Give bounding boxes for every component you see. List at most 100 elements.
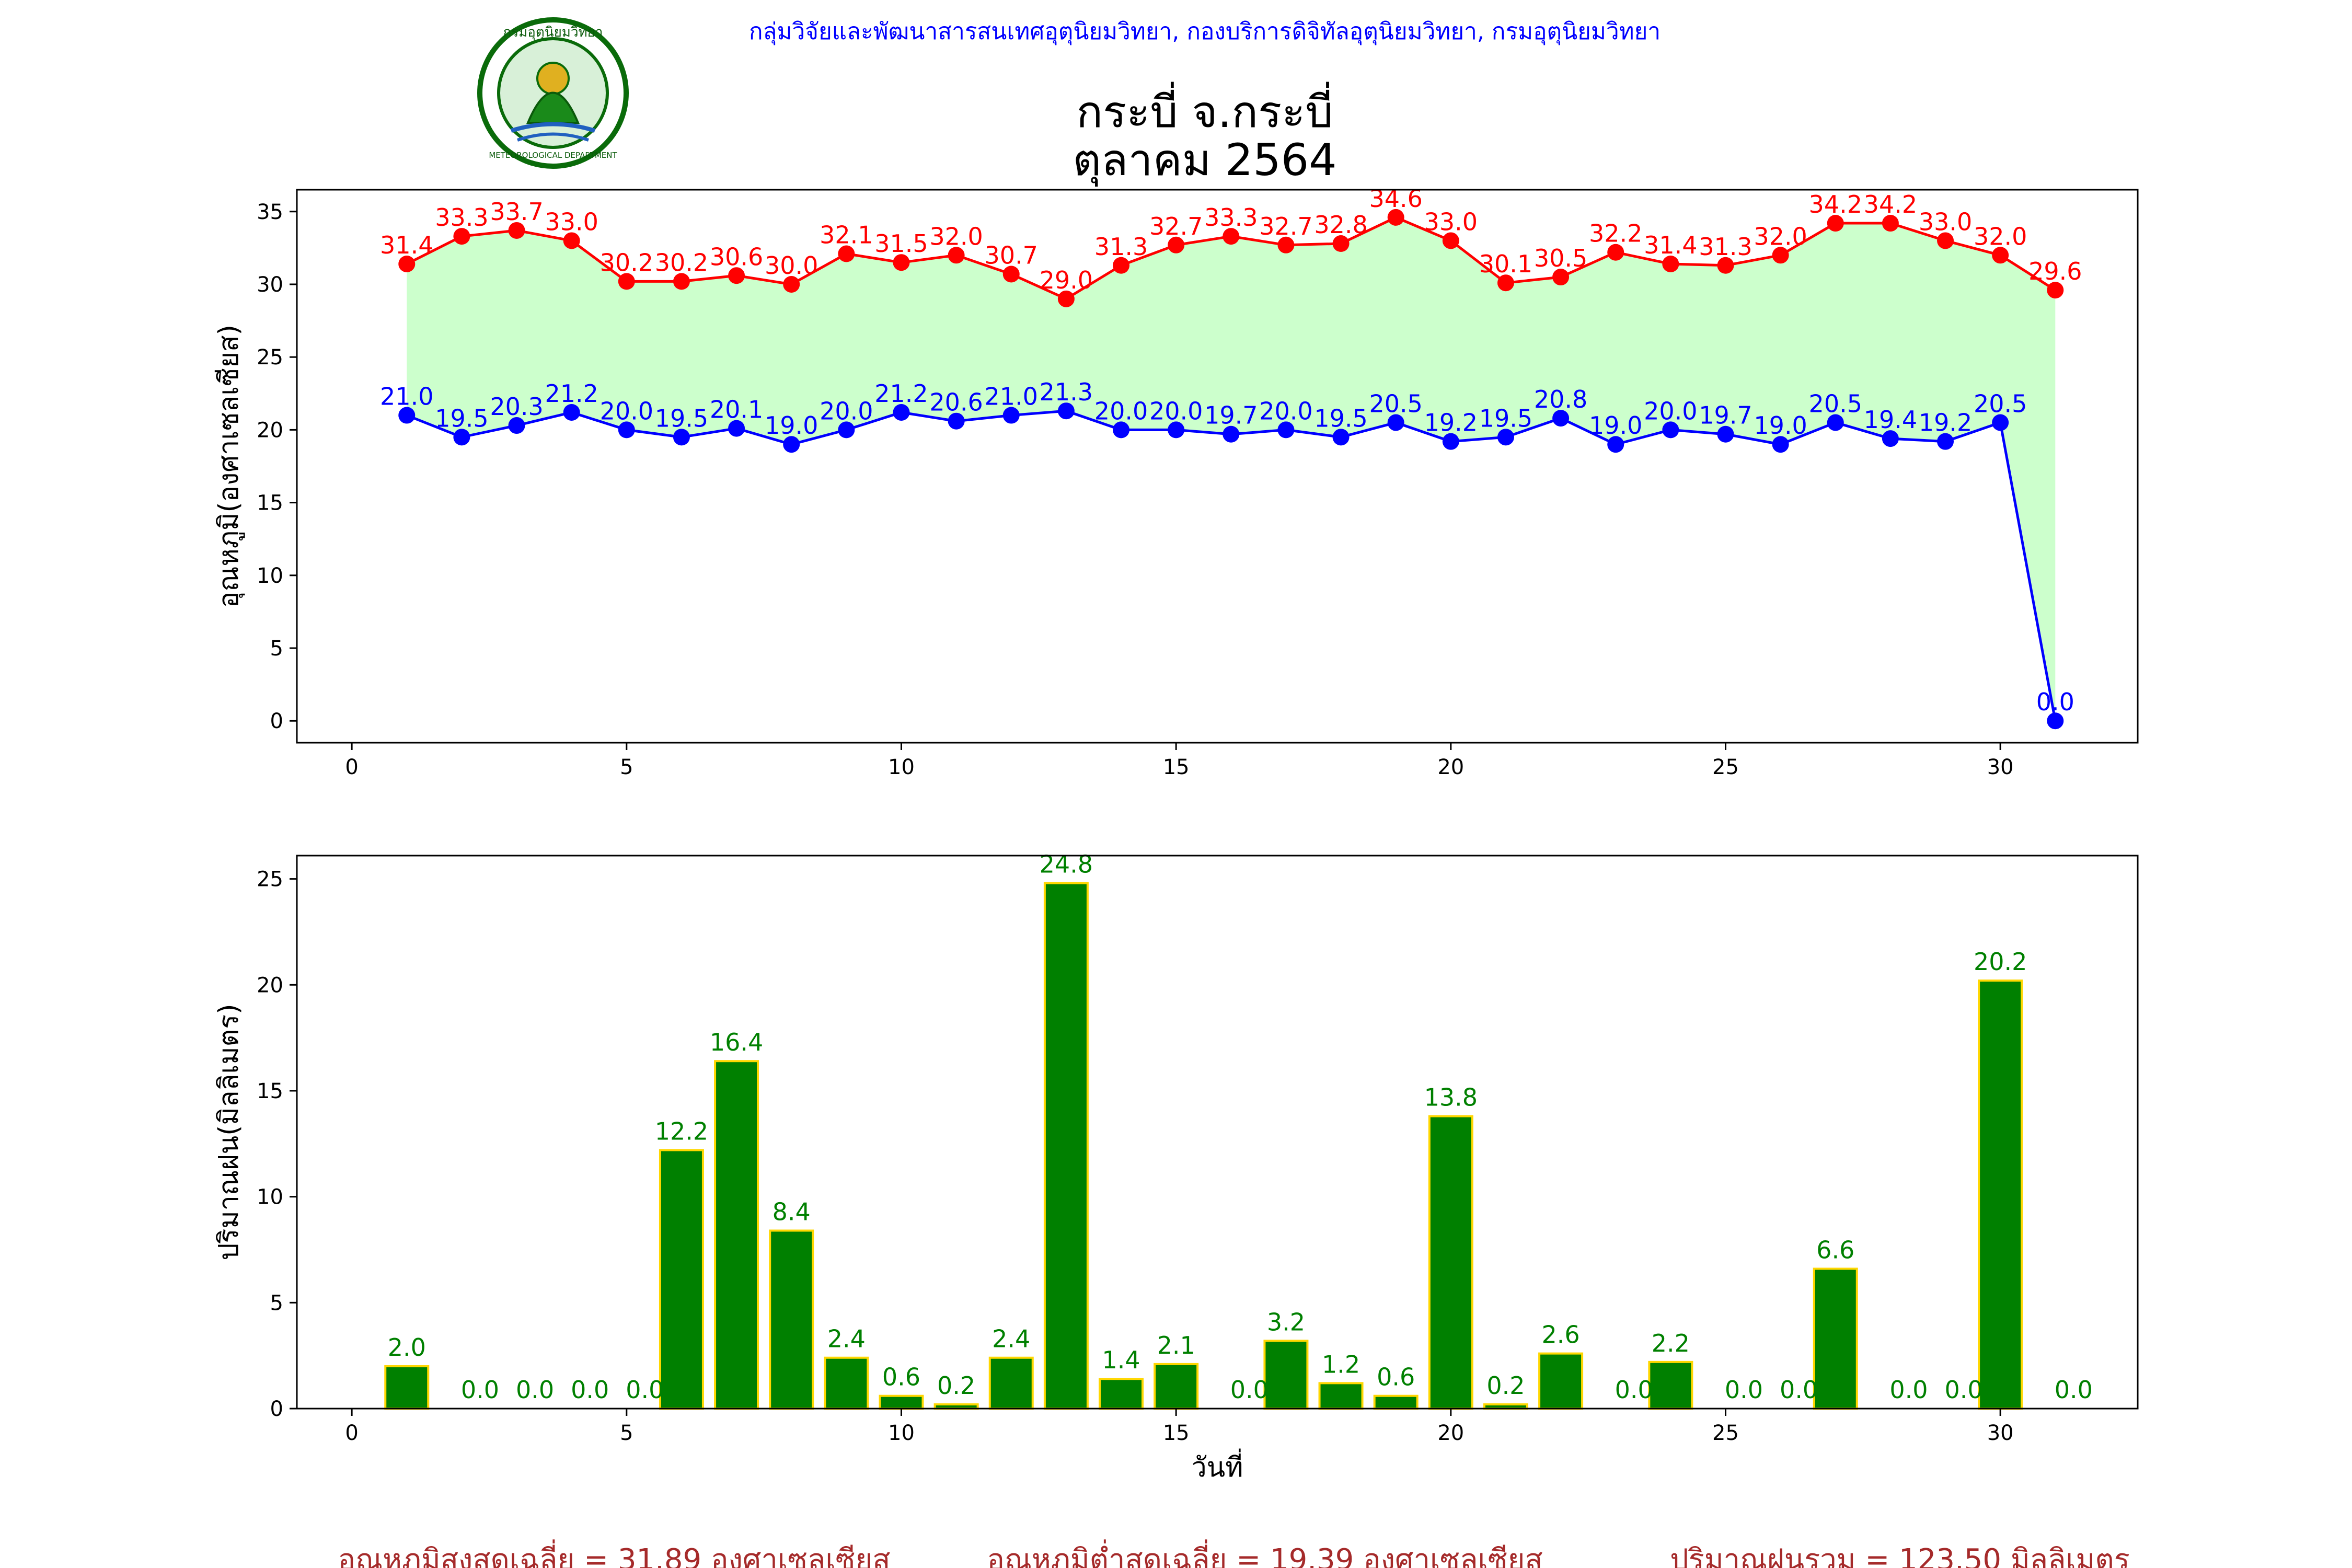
rain-bar [1978,979,2023,1410]
max-temp-label: 30.6 [710,243,763,271]
max-temp-label: 30.2 [655,248,708,276]
min-temp-point [838,421,855,439]
max-temp-point [1607,244,1624,261]
rain-bar [1373,1394,1419,1410]
min-temp-label: 20.6 [929,388,983,417]
min-temperature-points [398,402,2064,730]
y-tick-label: 35 [257,200,283,224]
max-temp-point [1442,232,1459,249]
min-temp-point [563,403,580,421]
meteorological-department-logo: กรมอุตุนิยมวิทยา METEOROLOGICAL DEPARTME… [477,17,629,169]
rain-value-label: 0.6 [1377,1363,1415,1391]
rainfall-y-axis: 0 5 10 15 20 25 [257,868,297,1421]
min-temp-point [1223,425,1240,443]
rain-value-label: 0.0 [626,1376,664,1404]
rain-value-label: 13.8 [1424,1083,1478,1112]
max-temp-point [1717,257,1734,274]
max-temp-point [1277,236,1295,253]
max-temp-label: 32.0 [1754,222,1807,250]
min-temp-point [1057,402,1075,420]
min-temp-label: 21.3 [1040,378,1093,406]
summary-total-rain: ปริมาณฝนรวม = 123.50 มิลลิเมตร [1670,1543,2130,1568]
min-temp-label: 19.0 [1754,411,1807,440]
y-tick-label: 15 [257,1079,283,1103]
rain-value-label: 0.0 [2055,1376,2093,1404]
y-tick-label: 20 [257,973,283,997]
x-tick-label: 15 [1163,1421,1190,1445]
x-tick-label: 30 [1987,755,2014,779]
rain-bar [1813,1267,1858,1410]
min-temp-label: 19.2 [1919,409,1972,437]
summary-avg-max-temp: อุณหภูมิสูงสุดเฉลี่ย = 31.89 องศาเซลเซีย… [338,1539,890,1568]
max-temp-point [1168,236,1185,253]
max-temp-point [563,232,580,249]
rain-value-label: 0.6 [882,1363,920,1391]
max-temp-label: 33.0 [1424,207,1478,236]
y-tick-label: 10 [257,1185,283,1209]
min-temp-point [398,407,416,424]
logo-text-top: กรมอุตุนิยมวิทยา [503,25,603,40]
summary-avg-min-temp: อุณหภูมิต่ำสุดเฉลี่ย = 19.39 องศาเซลเซีย… [987,1539,1542,1568]
y-tick-label: 10 [257,564,283,588]
max-temp-label: 34.6 [1369,185,1422,213]
max-temp-label: 31.4 [1644,231,1697,259]
rain-bar [1538,1352,1584,1410]
y-tick-label: 0 [270,1397,283,1421]
rain-value-label: 0.0 [1889,1376,1928,1404]
min-temp-point [783,436,800,453]
min-temp-point [893,403,910,421]
y-tick-label: 5 [270,1291,283,1315]
min-temp-label: 21.0 [985,383,1038,411]
temperature-x-axis: 0 5 10 15 20 25 30 [345,743,2014,779]
max-temp-label: 33.0 [1919,207,1972,236]
rain-value-label: 8.4 [773,1197,811,1226]
min-temp-label: 20.8 [1534,385,1587,413]
min-temp-label: 19.7 [1699,401,1752,430]
min-temperature-line [406,409,2057,721]
max-temp-label: 31.3 [1094,233,1148,261]
min-temp-point [1442,433,1459,450]
min-temp-point [1168,421,1185,439]
x-tick-label: 25 [1712,1421,1739,1445]
min-temp-point [1607,436,1624,453]
min-temp-point [728,420,745,437]
y-tick-label: 0 [270,709,283,733]
rain-value-label: 0.0 [1780,1376,1818,1404]
x-tick-label: 10 [888,1421,915,1445]
rain-value-label: 2.2 [1652,1329,1690,1357]
rain-value-label: 24.8 [1040,850,1093,879]
rain-value-label: 0.2 [937,1371,975,1400]
rain-value-label: 0.0 [1615,1376,1653,1404]
max-temperature-points [398,209,2064,307]
rain-bar [384,1365,430,1410]
min-temp-point [1113,421,1130,439]
min-temp-label: 0.0 [2036,688,2074,716]
min-temp-point [1772,436,1789,453]
max-temp-label: 30.5 [1534,244,1587,272]
rain-value-label: 0.2 [1486,1371,1525,1400]
min-temp-label: 20.0 [1259,397,1312,425]
max-temp-point [1387,209,1404,226]
max-temp-label: 32.7 [1149,212,1203,240]
max-temp-point [398,255,416,272]
max-temp-point [1882,215,1899,232]
min-temp-label: 21.0 [380,383,433,411]
max-temp-label: 30.1 [1479,250,1532,278]
x-tick-label: 10 [888,755,915,779]
max-temp-label: 32.8 [1314,211,1367,239]
max-temp-point [673,273,690,290]
min-temp-label: 19.5 [1314,404,1367,432]
max-temp-point [893,254,910,271]
rainfall-x-axis-label: วันที่ [1191,1448,1243,1483]
rain-bar [1428,1115,1473,1410]
rainfall-y-axis-label: ปริมาณฝน(มิลลิเมตร) [213,1004,245,1260]
rain-value-label: 0.0 [1725,1376,1763,1404]
min-temp-label: 19.4 [1864,406,1917,434]
y-tick-label: 20 [257,418,283,442]
x-tick-label: 30 [1987,1421,2014,1445]
max-temp-label: 30.7 [985,241,1038,269]
max-temp-point [728,267,745,284]
x-tick-label: 0 [345,1421,358,1445]
max-temp-point [1002,266,1020,283]
